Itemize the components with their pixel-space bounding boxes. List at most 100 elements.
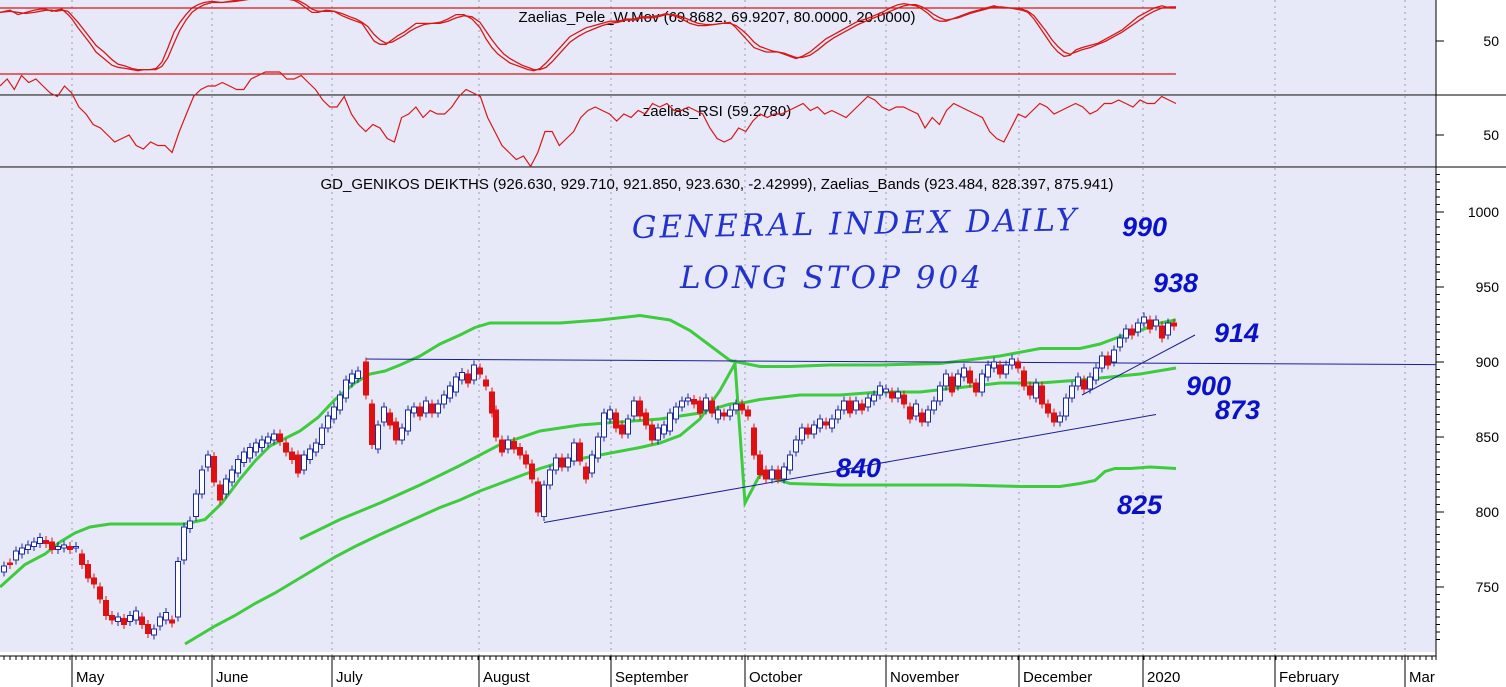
zaelias-band-lower [184, 358, 1177, 646]
price-panel: GD_GENIKOS DEIKTHS (926.630, 929.710, 92… [0, 176, 1436, 646]
level-label-914: 914 [1214, 318, 1259, 348]
candle-up [447, 385, 453, 399]
candle-up [877, 385, 883, 396]
candle-up [811, 424, 817, 435]
wmov-panel-background [0, 0, 1436, 95]
candle-up [829, 418, 835, 429]
candle-up [319, 427, 325, 445]
candle-down [483, 379, 489, 387]
candle-down [1105, 355, 1111, 366]
x-tick-label: October [749, 669, 802, 686]
candle-up [133, 610, 139, 621]
wmov-series-line-1 [0, 0, 1176, 72]
candle-down [217, 484, 223, 501]
candle-down [619, 424, 625, 435]
candle-up [331, 406, 337, 420]
candle-down [79, 553, 85, 565]
candle-up [985, 364, 991, 378]
candle-down [109, 615, 115, 621]
candle-up [853, 400, 859, 411]
candle-down [289, 451, 295, 460]
candle-down [613, 412, 619, 429]
candle-up [979, 373, 985, 393]
candle-down [805, 427, 811, 435]
candle-up [1099, 355, 1105, 369]
candle-down [7, 562, 13, 565]
candle-down [1159, 325, 1165, 339]
candle-up [181, 526, 187, 561]
candle-up [423, 400, 429, 414]
candle-down [1147, 319, 1153, 330]
candle-down [901, 394, 907, 405]
candle-up [271, 433, 277, 441]
candle-up [223, 478, 229, 495]
candle-up [229, 469, 235, 483]
candle-down [823, 421, 829, 426]
candle-up [943, 373, 949, 387]
candle-down [169, 619, 175, 624]
candle-up [865, 397, 871, 408]
candle-up [265, 436, 271, 444]
candle-up [163, 612, 169, 621]
candle-up [187, 520, 193, 529]
wmov-y-tick-label: 50 [1483, 33, 1499, 49]
candle-down [1039, 385, 1045, 405]
x-tick-label: 2020 [1147, 669, 1180, 686]
candle-up [193, 493, 199, 517]
candle-up [151, 628, 157, 636]
candle-up [631, 400, 637, 417]
candle-up [115, 616, 121, 622]
rsi-title: zaelias_RSI (59.2780) [643, 103, 791, 120]
candles-group [1, 312, 1436, 640]
x-tick-label: December [1023, 669, 1092, 686]
candle-down [775, 469, 781, 480]
y-axis: 50 50 750 800 850 900 950 1000 [1436, 33, 1499, 640]
annotation-long-stop: LONG STOP 904 [679, 260, 984, 296]
candle-down [277, 433, 283, 442]
candle-down [643, 412, 649, 426]
candle-up [733, 403, 739, 411]
candle-down [583, 466, 589, 480]
candle-up [441, 394, 447, 405]
candle-down [697, 400, 703, 414]
candle-down [745, 409, 751, 417]
candle-up [453, 376, 459, 393]
candle-up [1141, 316, 1147, 324]
price-y-tick-label: 1000 [1468, 204, 1499, 220]
candle-up [435, 403, 441, 414]
candle-down [103, 600, 109, 616]
wmov-series-line-2 [0, 0, 1176, 71]
candle-up [301, 454, 307, 471]
candle-down [97, 586, 103, 600]
candle-up [685, 397, 691, 402]
candle-up [1057, 415, 1063, 423]
trendline-support [543, 414, 1157, 523]
candle-down [1015, 361, 1021, 369]
candle-up [607, 409, 613, 420]
candle-down [517, 447, 523, 456]
candle-up [1075, 376, 1081, 387]
candle-down [67, 546, 73, 550]
candle-down [145, 624, 151, 634]
candle-down [709, 400, 715, 414]
candle-up [655, 427, 661, 441]
candle-down [465, 373, 471, 384]
rsi-line [0, 71, 1177, 168]
candle-down [1021, 370, 1027, 387]
wmov-panel: Zaelias_Pele_W.Mov (69.8682, 69.9207, 80… [0, 0, 1176, 75]
candle-up [37, 537, 43, 544]
candle-up [835, 409, 841, 420]
candle-up [1135, 322, 1141, 333]
zaelias-band-middle [299, 366, 1177, 541]
candle-down [907, 406, 913, 420]
candle-down [477, 367, 483, 375]
candle-up [337, 394, 343, 411]
candle-up [313, 442, 319, 453]
candle-up [259, 439, 265, 448]
candle-up [871, 394, 877, 402]
candle-up [937, 385, 943, 402]
candle-up [31, 541, 37, 547]
candle-up [817, 418, 823, 429]
price-title: GD_GENIKOS DEIKTHS (926.630, 929.710, 92… [320, 176, 1113, 193]
candle-down [763, 469, 769, 480]
